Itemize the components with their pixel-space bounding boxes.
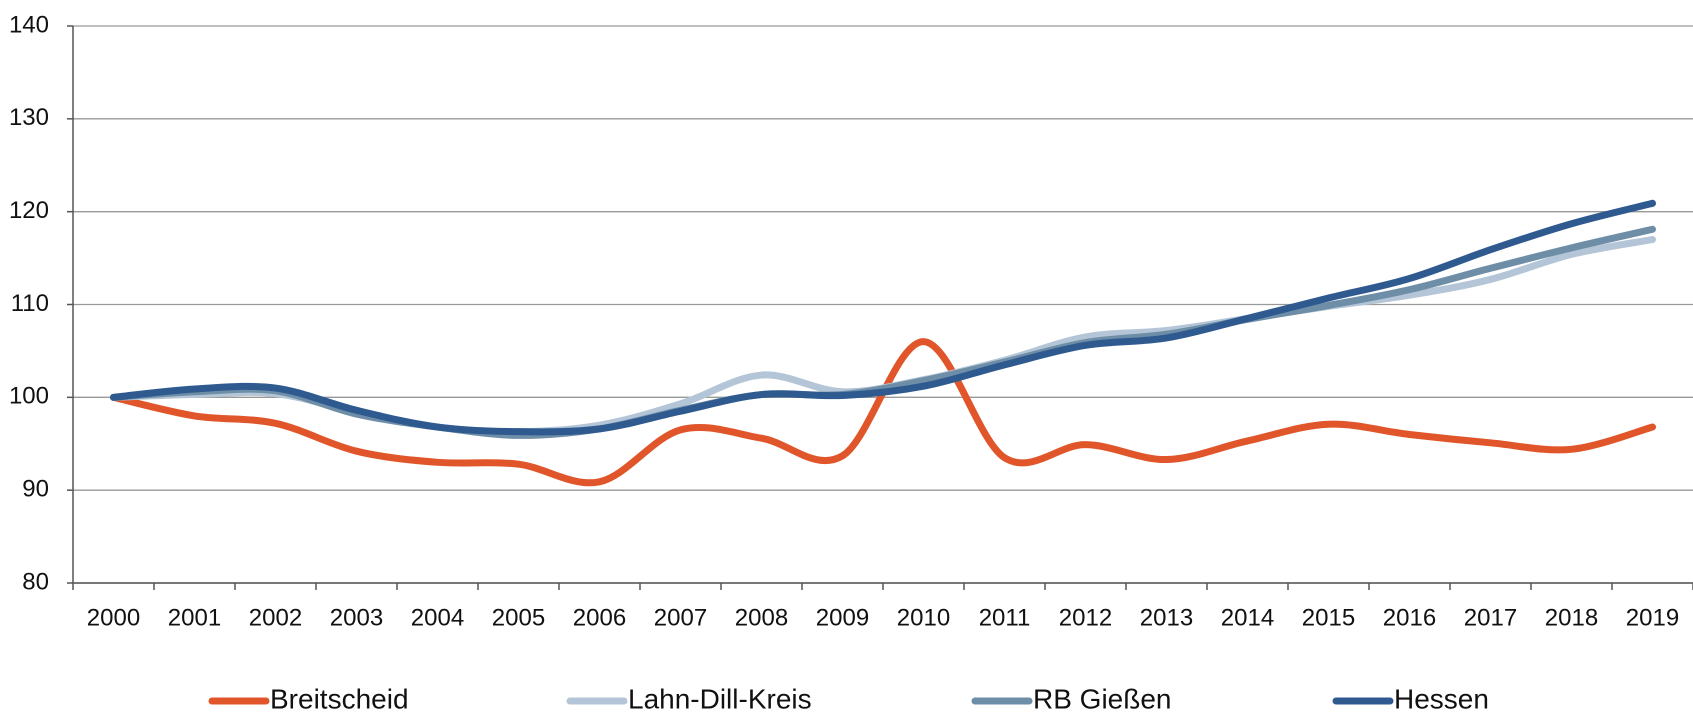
- x-tick-label: 2007: [654, 604, 707, 631]
- x-tick-label: 2006: [573, 604, 626, 631]
- x-tick-label: 2015: [1302, 604, 1355, 631]
- x-tick-label: 2010: [897, 604, 950, 631]
- legend-label: Hessen: [1394, 683, 1489, 714]
- line: [110, 236, 1656, 436]
- y-tick-label: 110: [11, 290, 49, 317]
- x-tick-label: 2002: [249, 604, 302, 631]
- x-tick-label: 2013: [1140, 604, 1193, 631]
- legend-label: RB Gießen: [1033, 683, 1172, 714]
- x-tick-label: 2001: [168, 604, 221, 631]
- legend-label: Lahn-Dill-Kreis: [628, 683, 812, 714]
- legend-item: RB Gießen: [971, 683, 1172, 714]
- y-tick-label: 100: [9, 383, 49, 410]
- x-tick-label: 2008: [735, 604, 788, 631]
- x-tick-label: 2000: [87, 604, 140, 631]
- x-tick-label: 2014: [1221, 604, 1274, 631]
- line: [110, 199, 1656, 436]
- x-tick-label: 2017: [1464, 604, 1517, 631]
- y-tick-label: 80: [22, 568, 49, 595]
- y-tick-label: 130: [9, 104, 49, 131]
- x-tick-label: 2012: [1059, 604, 1112, 631]
- legend-item: Breitscheid: [208, 683, 409, 714]
- y-tick-label: 120: [9, 197, 49, 224]
- x-tick-label: 2009: [816, 604, 869, 631]
- legend-item: Lahn-Dill-Kreis: [566, 683, 812, 714]
- legend-item: Hessen: [1332, 683, 1489, 714]
- x-tick-label: 2018: [1545, 604, 1598, 631]
- x-tick-label: 2011: [979, 604, 1031, 631]
- y-tick-label: 90: [22, 476, 49, 503]
- x-tick-label: 2005: [492, 604, 545, 631]
- x-tick-label: 2019: [1626, 604, 1679, 631]
- legend-label: Breitscheid: [270, 683, 409, 714]
- x-tick-label: 2016: [1383, 604, 1436, 631]
- y-tick-label: 140: [9, 11, 49, 38]
- x-tick-label: 2004: [411, 604, 464, 631]
- x-tick-label: 2003: [330, 604, 383, 631]
- line: [110, 338, 1656, 487]
